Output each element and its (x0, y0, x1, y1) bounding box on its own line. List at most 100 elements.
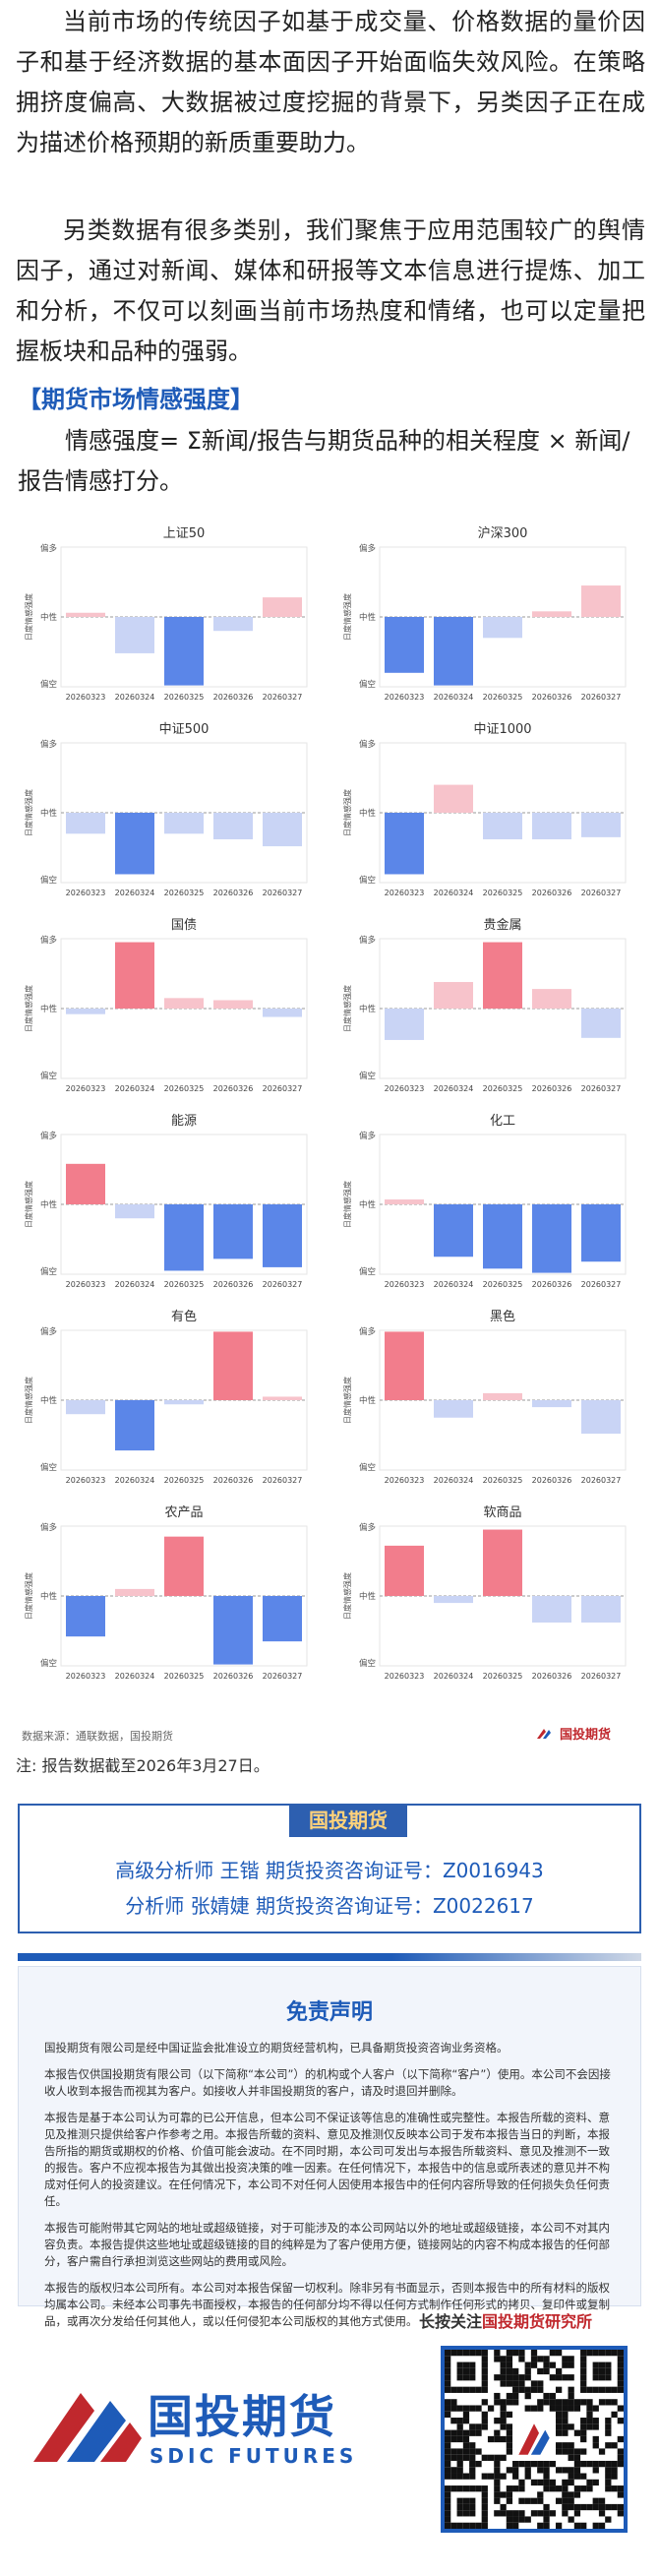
y-tick-label: 偏多 (40, 1522, 58, 1533)
bar (164, 1536, 204, 1596)
brand-small-label: 国投期货 (560, 1728, 612, 1743)
disclaimer-p4: 本报告可能附带其它网站的地址或超级链接，对于可能涉及的本公司网站以外的地址或超级… (44, 2221, 610, 2268)
y-tick-label: 偏空 (359, 1071, 376, 1081)
x-tick-label: 20260325 (483, 1280, 523, 1289)
x-tick-label: 20260323 (66, 1672, 106, 1681)
sentiment-chart-2: 沪深300 日度情感强度 偏多 中性 偏空 20260323 20260324 2026032… (332, 520, 643, 711)
bar (263, 1396, 302, 1400)
bar (581, 813, 621, 837)
x-tick-label: 20260324 (115, 1476, 155, 1485)
bar (434, 1204, 473, 1257)
x-tick-label: 20260327 (263, 1280, 303, 1289)
y-tick-label: 中性 (359, 1395, 377, 1406)
x-tick-label: 20260323 (66, 1476, 106, 1485)
chart-title: 黑色 (490, 1309, 515, 1324)
chart-title: 沪深300 (478, 525, 528, 541)
bar (581, 1400, 621, 1435)
x-tick-label: 20260324 (434, 1672, 474, 1681)
y-axis-label: 日度情感强度 (342, 789, 352, 836)
bar (581, 1596, 621, 1623)
x-tick-label: 20260326 (532, 889, 572, 897)
analyst-tag: 国投期货 (289, 1804, 407, 1837)
x-tick-label: 20260324 (434, 1084, 474, 1093)
disclaimer-p3: 本报告是基于本公司认为可靠的已公开信息，但本公司不保证该等信息的准确性或完整性。… (44, 2111, 610, 2208)
bar (483, 1204, 522, 1269)
sentiment-chart-7: 能源 日度情感强度 偏多 中性 偏空 20260323 20260324 20260325 20… (14, 1107, 325, 1299)
chart-title: 化工 (490, 1114, 515, 1129)
section-title: 【期货市场情感强度】 (18, 386, 254, 413)
qr-caption-highlight: 国投期货研究所 (482, 2312, 593, 2331)
y-tick-label: 偏空 (359, 1658, 376, 1669)
y-tick-label: 偏空 (40, 1462, 57, 1473)
x-tick-label: 20260325 (164, 1280, 205, 1289)
x-tick-label: 20260327 (263, 1084, 303, 1093)
y-axis-label: 日度情感强度 (24, 789, 33, 836)
sdic-logo-icon (33, 2393, 142, 2462)
sentiment-chart-10: 黑色 日度情感强度 偏多 中性 偏空 20260323 20260324 20260325 20… (332, 1303, 643, 1495)
x-tick-label: 20260325 (164, 1672, 205, 1681)
x-tick-label: 20260323 (66, 693, 106, 702)
x-tick-label: 20260326 (213, 693, 254, 702)
bar (66, 1163, 105, 1204)
x-tick-label: 20260323 (385, 889, 425, 897)
y-axis-label: 日度情感强度 (342, 985, 352, 1032)
bar (263, 1596, 302, 1642)
qr-code[interactable] (441, 2346, 628, 2533)
bar (213, 1000, 253, 1009)
x-tick-label: 20260327 (581, 1476, 622, 1485)
sentiment-chart-1: 上证50 日度情感强度 偏多 中性 偏空 20260323 20260324 20260325… (14, 520, 325, 711)
x-tick-label: 20260324 (115, 1672, 155, 1681)
x-tick-label: 20260323 (385, 1476, 425, 1485)
disclaimer-p1: 国投期货有限公司是经中国证监会批准设立的期货经营机构，已具备期货投资咨询业务资格… (44, 2041, 509, 2055)
sentiment-chart-6: 贵金属 日度情感强度 偏多 中性 偏空 20260323 20260324 20260325 2… (332, 911, 643, 1103)
x-tick-label: 20260327 (581, 1280, 622, 1289)
y-axis-label: 日度情感强度 (24, 1181, 33, 1228)
bar (434, 617, 473, 686)
analyst-box: 国投期货 高级分析师 王锴 期货投资咨询证号：Z0016943 分析师 张婧婕 … (18, 1804, 641, 1933)
formula-text: 情感强度= Σ新闻/报告与期货品种的相关程度 × 新闻/报告情感打分。 (18, 427, 630, 495)
disclaimer-panel: 免责声明 国投期货有限公司是经中国证监会批准设立的期货经营机构，已具备期货投资咨… (18, 1966, 641, 2328)
y-tick-label: 偏多 (359, 543, 377, 554)
chart-title: 软商品 (483, 1505, 521, 1520)
x-tick-label: 20260327 (581, 693, 622, 702)
divider-bar (18, 1953, 641, 1961)
sentiment-chart-9: 有色 日度情感强度 偏多 中性 偏空 20260323 20260324 20260325 20… (14, 1303, 325, 1495)
bar (115, 813, 154, 875)
y-tick-label: 偏空 (40, 1071, 57, 1081)
x-tick-label: 20260325 (483, 1476, 523, 1485)
bar (164, 1204, 204, 1271)
x-tick-label: 20260327 (263, 889, 303, 897)
bar (434, 784, 473, 813)
logo-english-name: SDIC FUTURES (150, 2444, 358, 2468)
bar (434, 1596, 473, 1604)
bar (66, 612, 105, 617)
logo-mark-icon (537, 1728, 551, 1739)
bar (213, 1204, 253, 1259)
bar (385, 617, 424, 673)
bar (532, 1400, 571, 1408)
x-tick-label: 20260326 (532, 1672, 572, 1681)
x-tick-label: 20260327 (581, 889, 622, 897)
x-tick-label: 20260326 (532, 1476, 572, 1485)
y-tick-label: 偏空 (359, 875, 376, 886)
y-tick-label: 偏多 (40, 543, 58, 554)
y-tick-label: 偏多 (359, 935, 377, 946)
bar (385, 1009, 424, 1040)
x-tick-label: 20260325 (164, 889, 205, 897)
analyst-line-2: 分析师 张婧婕 期货投资咨询证号：Z0022617 (125, 1894, 534, 1918)
chart-title: 贵金属 (483, 917, 521, 933)
bar (66, 1400, 105, 1415)
chart-title: 能源 (171, 1114, 197, 1129)
chart-title: 中证500 (159, 722, 210, 737)
chart-title: 农产品 (164, 1505, 203, 1520)
bar (213, 617, 253, 632)
y-axis-label: 日度情感强度 (24, 593, 33, 641)
x-tick-label: 20260324 (115, 1084, 155, 1093)
chart-title: 有色 (171, 1309, 197, 1324)
